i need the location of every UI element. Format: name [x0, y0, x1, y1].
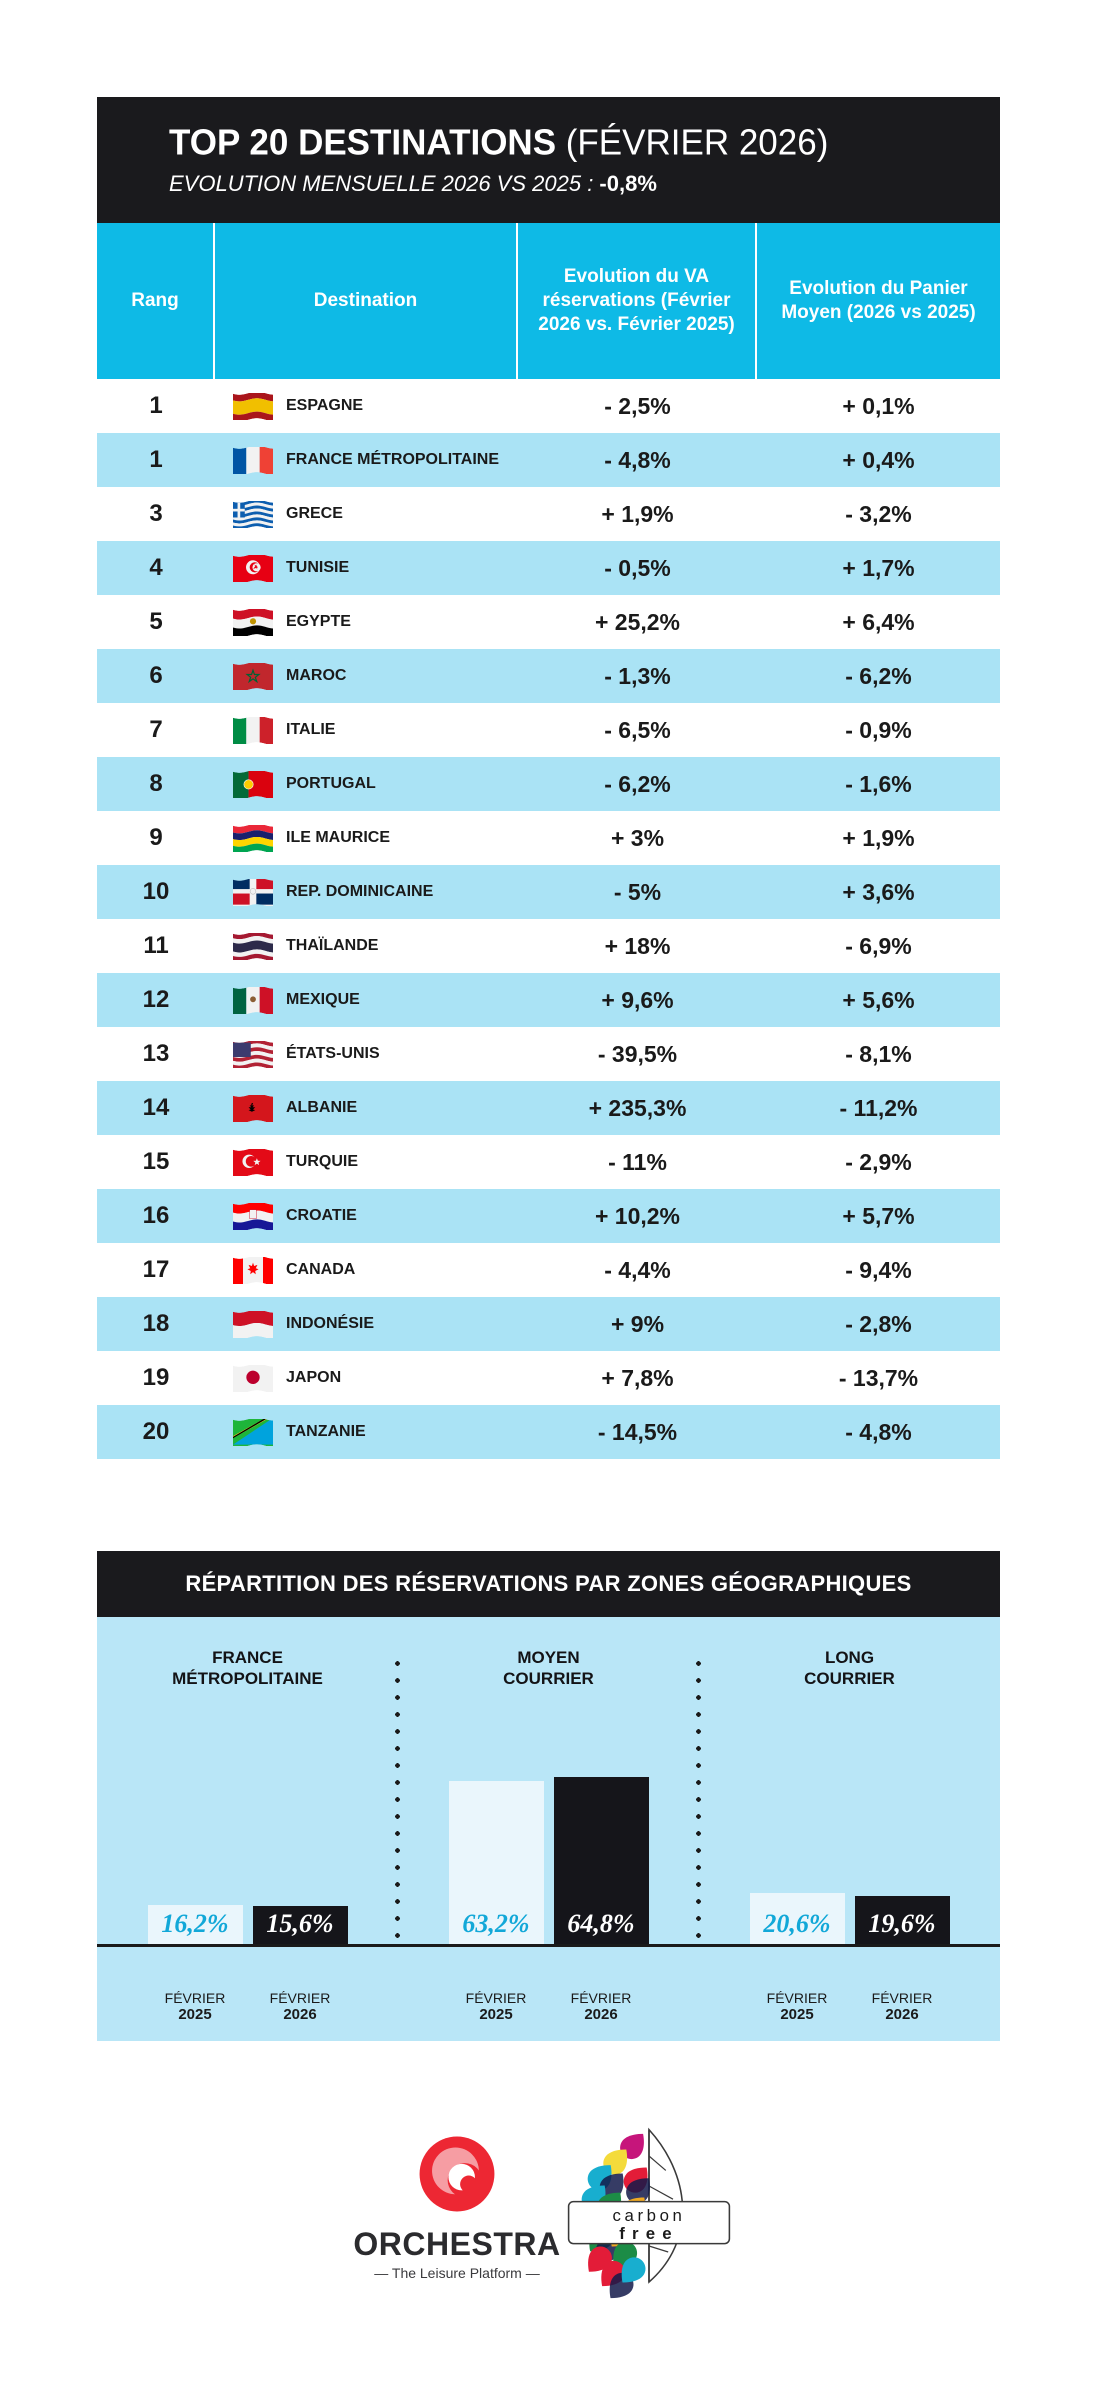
svg-text:free: free [619, 2224, 679, 2243]
svg-text:carbon: carbon [613, 2206, 686, 2225]
